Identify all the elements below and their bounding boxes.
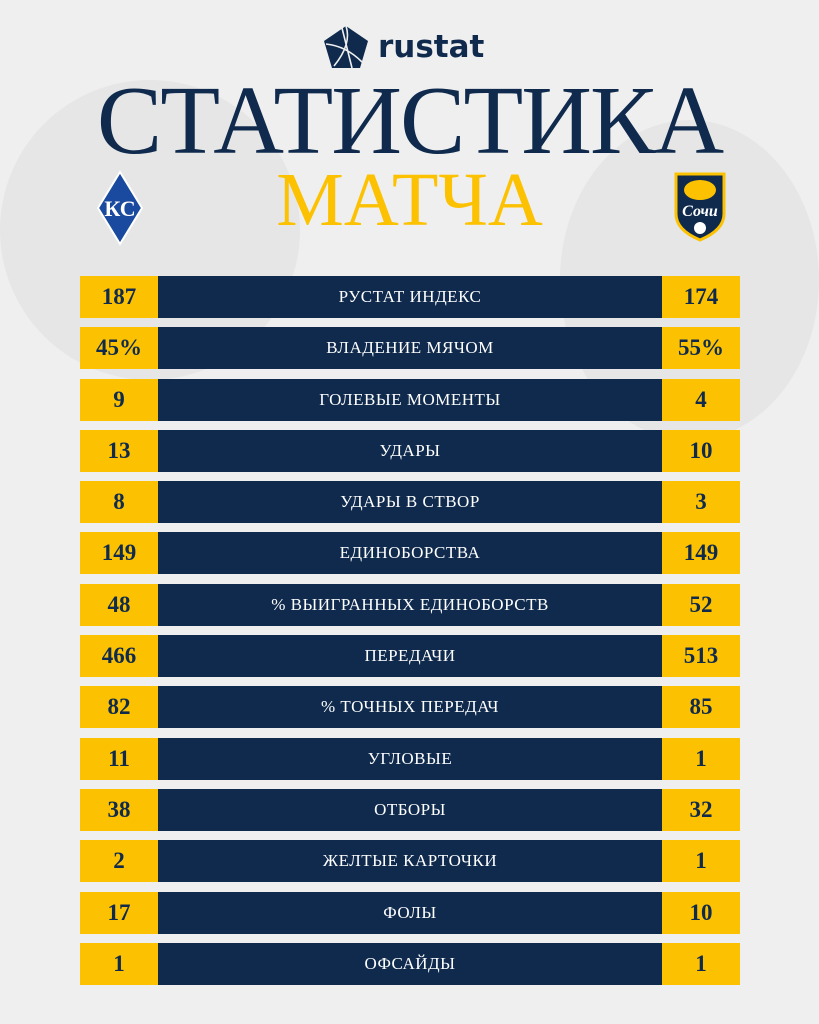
home-value: 2 [80, 840, 158, 883]
stat-label: УДАРЫ В СТВОР [158, 481, 662, 524]
away-value: 55% [662, 327, 740, 370]
away-value: 4 [662, 378, 740, 421]
home-value: 9 [80, 378, 158, 421]
stat-row: 9 ГОЛЕВЫЕ МОМЕНТЫ 4 [80, 378, 740, 421]
home-value: 1 [80, 942, 158, 985]
page-title: СТАТИСТИКА [96, 67, 724, 175]
home-value: 45% [80, 327, 158, 370]
home-value: 11 [80, 737, 158, 780]
stats-table: 187 РУСТАТ ИНДЕКС 174 45% ВЛАДЕНИЕ МЯЧОМ … [80, 276, 740, 994]
home-value: 13 [80, 429, 158, 472]
page-subtitle: МАТЧА [276, 158, 543, 242]
stat-label: % ВЫИГРАННЫХ ЕДИНОБОРСТВ [158, 583, 662, 626]
away-value: 52 [662, 583, 740, 626]
stat-label: РУСТАТ ИНДЕКС [158, 276, 662, 318]
home-team-crest: КС [96, 170, 144, 250]
rustat-logo: rustat [322, 24, 484, 70]
stat-label: ЕДИНОБОРСТВА [158, 532, 662, 575]
stat-row: 82 % ТОЧНЫХ ПЕРЕДАЧ 85 [80, 686, 740, 729]
stat-row: 48 % ВЫИГРАННЫХ ЕДИНОБОРСТВ 52 [80, 583, 740, 626]
away-team-crest: Сочи [670, 166, 730, 246]
stat-row: 149 ЕДИНОБОРСТВА 149 [80, 532, 740, 575]
away-value: 32 [662, 788, 740, 831]
stat-label: ВЛАДЕНИЕ МЯЧОМ [158, 327, 662, 370]
stat-label: УГЛОВЫЕ [158, 737, 662, 780]
away-value: 174 [662, 276, 740, 318]
stat-label: ОТБОРЫ [158, 788, 662, 831]
stat-row: 11 УГЛОВЫЕ 1 [80, 737, 740, 780]
stat-label: ОФСАЙДЫ [158, 942, 662, 985]
away-value: 1 [662, 942, 740, 985]
home-value: 82 [80, 686, 158, 729]
stat-row: 1 ОФСАЙДЫ 1 [80, 942, 740, 985]
stat-row: 187 РУСТАТ ИНДЕКС 174 [80, 276, 740, 318]
stat-label: ГОЛЕВЫЕ МОМЕНТЫ [158, 378, 662, 421]
away-value: 513 [662, 635, 740, 678]
stat-row: 2 ЖЕЛТЫЕ КАРТОЧКИ 1 [80, 840, 740, 883]
stat-row: 466 ПЕРЕДАЧИ 513 [80, 635, 740, 678]
away-value: 10 [662, 429, 740, 472]
home-value: 8 [80, 481, 158, 524]
svg-text:Сочи: Сочи [682, 203, 718, 220]
away-value: 149 [662, 532, 740, 575]
rustat-logo-text: rustat [378, 29, 485, 65]
stat-row: 38 ОТБОРЫ 32 [80, 788, 740, 831]
stat-row: 45% ВЛАДЕНИЕ МЯЧОМ 55% [80, 327, 740, 370]
away-value: 3 [662, 481, 740, 524]
svg-text:КС: КС [104, 196, 135, 221]
away-value: 85 [662, 686, 740, 729]
rustat-pentagon-icon [324, 25, 368, 69]
stat-row: 8 УДАРЫ В СТВОР 3 [80, 481, 740, 524]
away-value: 1 [662, 737, 740, 780]
home-value: 38 [80, 788, 158, 831]
home-value: 48 [80, 583, 158, 626]
away-value: 1 [662, 840, 740, 883]
stat-label: УДАРЫ [158, 429, 662, 472]
home-value: 149 [80, 532, 158, 575]
home-value: 187 [80, 276, 158, 318]
stat-label: ПЕРЕДАЧИ [158, 635, 662, 678]
stat-row: 17 ФОЛЫ 10 [80, 891, 740, 934]
stat-row: 13 УДАРЫ 10 [80, 429, 740, 472]
stat-label: ФОЛЫ [158, 891, 662, 934]
stat-label: % ТОЧНЫХ ПЕРЕДАЧ [158, 686, 662, 729]
away-value: 10 [662, 891, 740, 934]
stat-label: ЖЕЛТЫЕ КАРТОЧКИ [158, 840, 662, 883]
home-value: 17 [80, 891, 158, 934]
home-value: 466 [80, 635, 158, 678]
